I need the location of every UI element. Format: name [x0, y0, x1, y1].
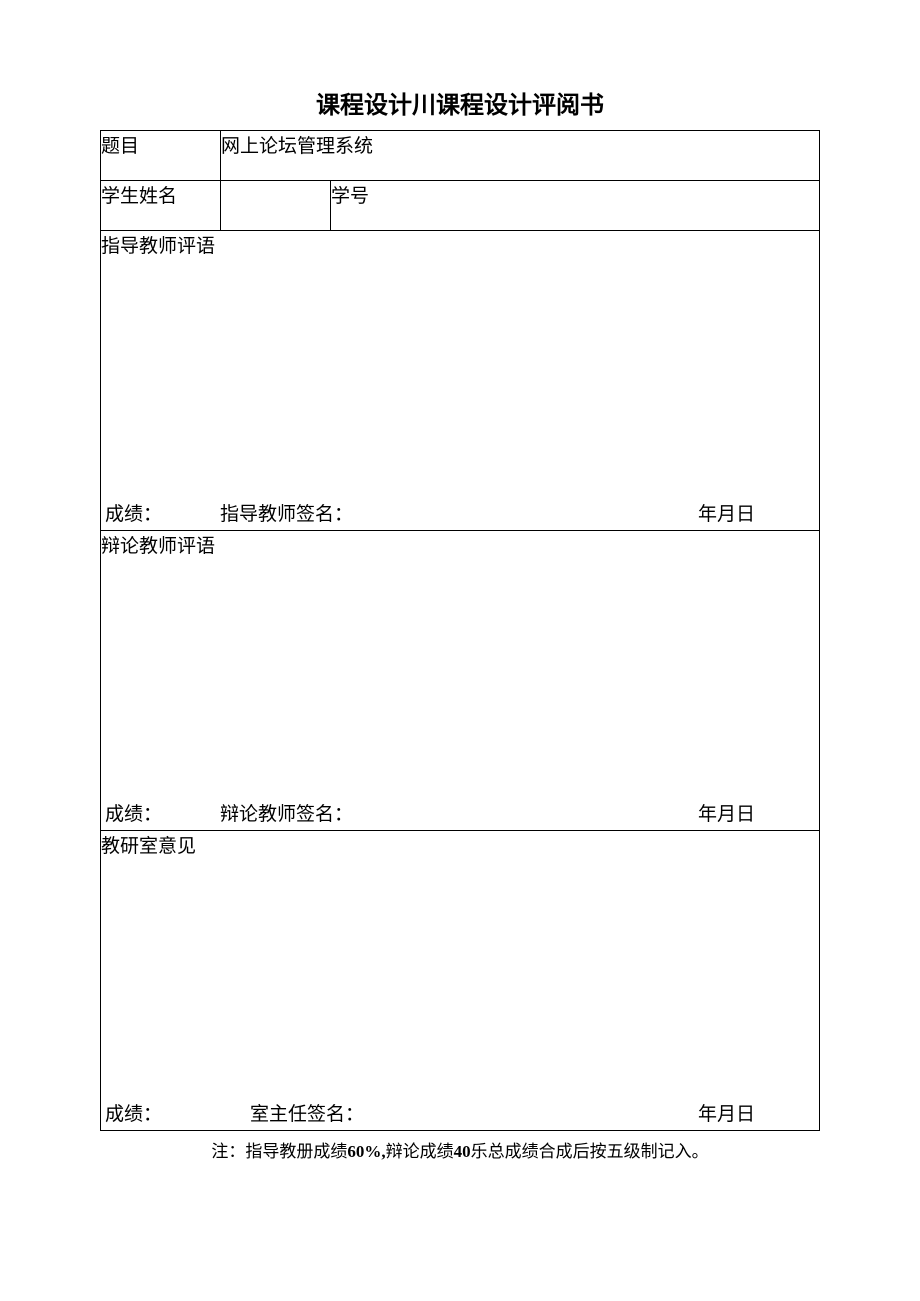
footnote-suffix: 乐总成绩合成后按五级制记入。 [471, 1142, 709, 1161]
document-title: 课程设计川课程设计评阅书 [100, 85, 820, 120]
office-bottom-line: 成绩： 室主任签名： 年月日 [105, 1099, 815, 1126]
topic-label: 题目 [101, 131, 221, 181]
student-id-cell: 学号 [331, 181, 820, 231]
defense-sign-label: 辩论教师签名： [220, 799, 353, 826]
student-row: 学生姓名 学号 [101, 181, 820, 231]
defense-score-label: 成绩： [105, 799, 220, 826]
teacher-sign-label: 指导教师签名： [220, 499, 353, 526]
defense-comment-section: 辩论教师评语 成绩： 辩论教师签名： 年月日 [101, 531, 820, 831]
topic-value: 网上论坛管理系统 [221, 131, 820, 181]
defense-comment-header: 辩论教师评语 [101, 531, 819, 558]
office-sign-label: 室主任签名： [250, 1099, 364, 1126]
teacher-comment-section: 指导教师评语 成绩： 指导教师签名： 年月日 [101, 231, 820, 531]
teacher-date-label: 年月日 [698, 499, 755, 526]
defense-comment-row: 辩论教师评语 成绩： 辩论教师签名： 年月日 [101, 531, 820, 831]
student-id-label: 学号 [331, 186, 369, 207]
office-comment-section: 教研室意见 成绩： 室主任签名： 年月日 [101, 831, 820, 1131]
student-name-value [221, 181, 331, 231]
teacher-bottom-line: 成绩： 指导教师签名： 年月日 [105, 499, 815, 526]
teacher-score-label: 成绩： [105, 499, 220, 526]
teacher-comment-row: 指导教师评语 成绩： 指导教师签名： 年月日 [101, 231, 820, 531]
footnote-pct1: 60%, [347, 1142, 385, 1161]
footnote: 注：指导教册成绩60%,辩论成绩40乐总成绩合成后按五级制记入。 [100, 1137, 820, 1162]
teacher-comment-header: 指导教师评语 [101, 231, 819, 258]
office-score-label: 成绩： [105, 1099, 220, 1126]
spacer [353, 799, 698, 826]
footnote-mid: 辩论成绩 [386, 1142, 454, 1161]
footnote-prefix: 注：指导教册成绩 [211, 1142, 347, 1161]
office-date-label: 年月日 [698, 1099, 755, 1126]
page-container: 课程设计川课程设计评阅书 题目 网上论坛管理系统 学生姓名 学号 指导教师评语 … [0, 0, 920, 1162]
office-comment-row: 教研室意见 成绩： 室主任签名： 年月日 [101, 831, 820, 1131]
defense-date-label: 年月日 [698, 799, 755, 826]
office-comment-header: 教研室意见 [101, 831, 819, 858]
spacer [364, 1099, 698, 1126]
footnote-pct2: 40 [454, 1142, 471, 1161]
defense-bottom-line: 成绩： 辩论教师签名： 年月日 [105, 799, 815, 826]
student-name-label: 学生姓名 [101, 181, 221, 231]
evaluation-table: 题目 网上论坛管理系统 学生姓名 学号 指导教师评语 成绩： 指导教师签名： 年… [100, 130, 820, 1131]
spacer [353, 499, 698, 526]
topic-row: 题目 网上论坛管理系统 [101, 131, 820, 181]
